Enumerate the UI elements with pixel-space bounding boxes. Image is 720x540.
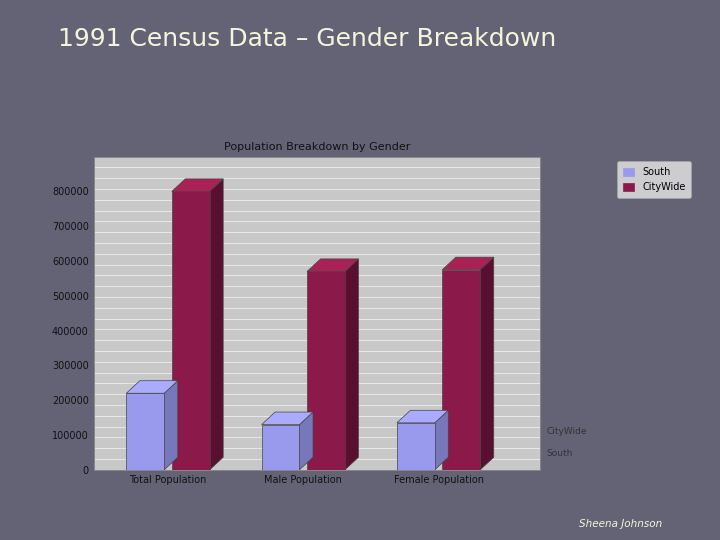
Polygon shape xyxy=(435,410,449,470)
Polygon shape xyxy=(300,412,313,470)
Polygon shape xyxy=(307,259,359,272)
Text: South: South xyxy=(546,449,573,458)
Polygon shape xyxy=(442,257,494,269)
Title: Population Breakdown by Gender: Population Breakdown by Gender xyxy=(224,141,410,152)
Polygon shape xyxy=(397,423,435,470)
Polygon shape xyxy=(397,410,449,423)
Polygon shape xyxy=(126,393,164,470)
Polygon shape xyxy=(442,269,480,470)
Polygon shape xyxy=(307,272,345,470)
Polygon shape xyxy=(164,381,178,470)
Text: CityWide: CityWide xyxy=(546,427,588,436)
Polygon shape xyxy=(172,191,210,470)
Polygon shape xyxy=(261,424,300,470)
Legend: South, CityWide: South, CityWide xyxy=(617,161,691,198)
Polygon shape xyxy=(261,412,313,424)
Polygon shape xyxy=(126,381,178,393)
Text: Sheena Johnson: Sheena Johnson xyxy=(579,519,662,529)
Polygon shape xyxy=(172,179,223,191)
Polygon shape xyxy=(480,257,494,470)
Text: 1991 Census Data – Gender Breakdown: 1991 Census Data – Gender Breakdown xyxy=(58,27,556,51)
Polygon shape xyxy=(345,259,359,470)
Polygon shape xyxy=(210,179,223,470)
